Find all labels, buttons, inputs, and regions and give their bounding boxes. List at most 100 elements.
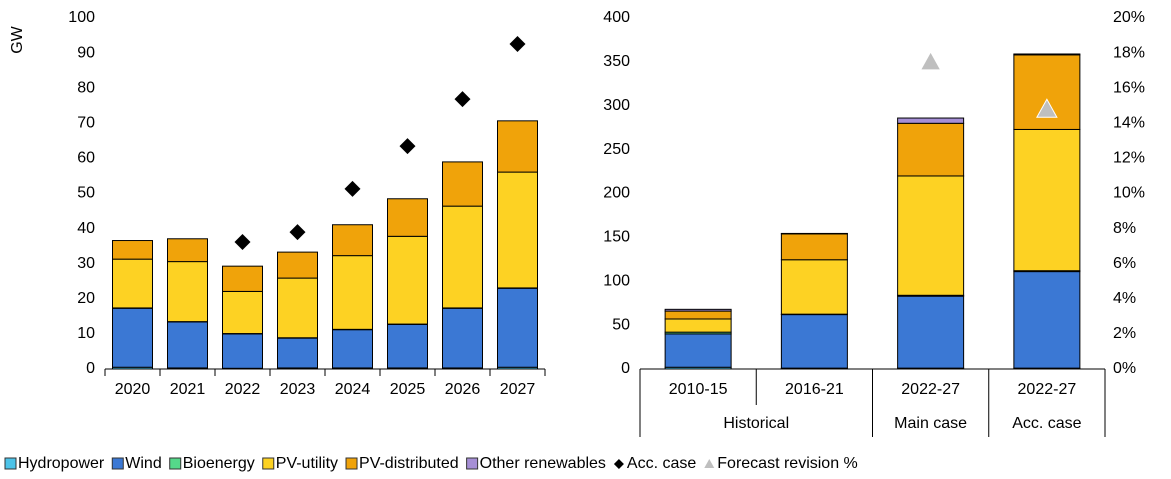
bar-segment: [167, 321, 208, 369]
bar-segment: [664, 333, 732, 368]
bar-segment: [387, 198, 428, 237]
diamond-marker: [509, 35, 526, 52]
bar-segment: [332, 255, 373, 330]
diamond-marker: [344, 180, 361, 197]
group-label: Main case: [894, 415, 967, 432]
y2-tick-label: 0%: [1113, 360, 1136, 377]
x-tick-label: 2023: [280, 381, 316, 398]
bar-segment: [387, 235, 428, 325]
bar-segment: [897, 175, 965, 296]
y-tick-label: 60: [77, 150, 95, 167]
y2-tick-label: 8%: [1113, 220, 1136, 237]
bar-segment: [780, 314, 848, 369]
legend-label: Forecast revision %: [717, 455, 858, 472]
bar-segment: [277, 277, 318, 339]
x-tick-label: 2020: [115, 381, 151, 398]
bar-segment: [112, 307, 153, 368]
legend-label: Bioenergy: [183, 455, 255, 472]
y-tick-label: 0: [621, 360, 630, 377]
y2-tick-label: 20%: [1113, 9, 1145, 26]
bar-segment: [112, 258, 153, 309]
bar-segment: [387, 323, 428, 369]
y-tick-label: 250: [603, 141, 630, 158]
group-label: Historical: [723, 415, 789, 432]
bar-segment: [780, 259, 848, 315]
x-tick-label: 2022-27: [1018, 381, 1077, 398]
y-tick-label: 350: [603, 53, 630, 70]
y-tick-label: 100: [603, 272, 630, 289]
legend-label: Acc. case: [627, 455, 696, 472]
bar-segment: [277, 337, 318, 369]
y-tick-label: 10: [77, 325, 95, 342]
legend-swatch: [111, 457, 124, 470]
bar-segment: [222, 265, 263, 292]
y-tick-label: 200: [603, 185, 630, 202]
bar-segment: [332, 224, 373, 257]
y-tick-label: 70: [77, 115, 95, 132]
legend-label: PV-distributed: [359, 455, 459, 472]
legend-swatch: [704, 459, 715, 468]
y-axis-label: GW: [9, 25, 26, 53]
legend-swatch: [345, 457, 358, 470]
bar-segment: [442, 161, 483, 207]
legend-swatch: [169, 457, 182, 470]
bar-segment: [442, 307, 483, 369]
bar-segment: [497, 171, 538, 289]
legend-swatch: [613, 459, 624, 469]
legend-label: Wind: [125, 455, 161, 472]
y2-tick-label: 18%: [1113, 44, 1145, 61]
x-tick-label: 2025: [390, 381, 426, 398]
y-tick-label: 100: [68, 9, 95, 26]
bar-segment: [112, 240, 153, 260]
x-tick-label: 2016-21: [785, 381, 844, 398]
diamond-marker: [234, 233, 251, 250]
bar-segment: [897, 295, 965, 369]
bar-segment: [222, 290, 263, 335]
x-tick-label: 2010-15: [669, 381, 728, 398]
legend-label: Other renewables: [480, 455, 606, 472]
bar-segment: [497, 120, 538, 173]
diamond-marker: [454, 91, 471, 108]
y2-tick-label: 14%: [1113, 115, 1145, 132]
y-tick-label: 150: [603, 229, 630, 246]
y2-tick-label: 2%: [1113, 325, 1136, 342]
x-tick-label: 2021: [170, 381, 206, 398]
bar-segment: [222, 333, 263, 369]
legend-swatch: [4, 457, 17, 470]
bar-segment: [664, 308, 732, 312]
legend-label: PV-utility: [276, 455, 338, 472]
y2-tick-label: 6%: [1113, 255, 1136, 272]
y2-tick-label: 10%: [1113, 185, 1145, 202]
x-tick-label: 2027: [500, 381, 536, 398]
x-tick-label: 2024: [335, 381, 371, 398]
legend-label: Hydropower: [18, 455, 105, 472]
y-tick-label: 400: [603, 9, 630, 26]
y-tick-label: 30: [77, 255, 95, 272]
bar-segment: [897, 117, 965, 124]
bar-segment: [167, 261, 208, 323]
diamond-marker: [399, 138, 416, 155]
y-tick-label: 40: [77, 220, 95, 237]
x-tick-label: 2022-27: [901, 381, 960, 398]
y-tick-label: 80: [77, 79, 95, 96]
bar-segment: [497, 287, 538, 368]
bar-segment: [664, 318, 732, 333]
bar-segment: [1013, 54, 1081, 130]
bar-segment: [332, 329, 373, 369]
x-tick-label: 2026: [445, 381, 481, 398]
bar-segment: [664, 310, 732, 320]
y-tick-label: 300: [603, 97, 630, 114]
bar-segment: [277, 251, 318, 279]
bar-segment: [442, 205, 483, 309]
x-tick-label: 2022: [225, 381, 261, 398]
bar-segment: [1013, 128, 1081, 272]
triangle-marker: [1036, 98, 1058, 118]
y-tick-label: 90: [77, 44, 95, 61]
y-tick-label: 50: [77, 185, 95, 202]
legend-swatch: [262, 457, 275, 470]
y2-tick-label: 16%: [1113, 79, 1145, 96]
bar-segment: [780, 233, 848, 261]
bar-segment: [1013, 271, 1081, 369]
y2-tick-label: 4%: [1113, 290, 1136, 307]
